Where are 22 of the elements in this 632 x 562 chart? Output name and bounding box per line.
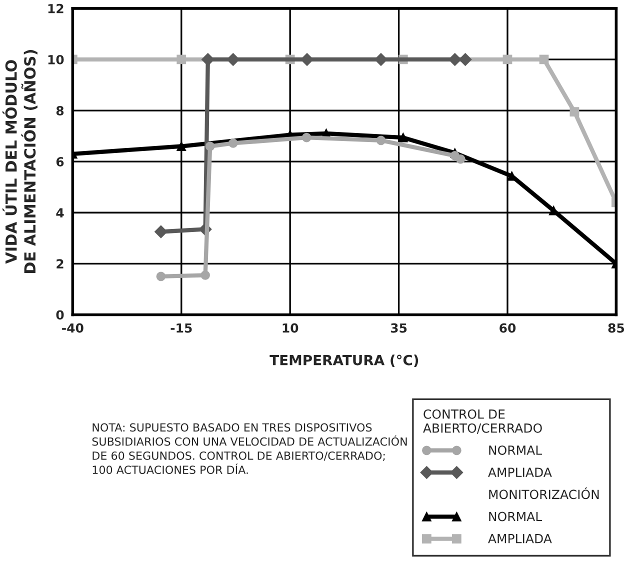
x-tick-label: -40 [62, 323, 84, 333]
y-tick-label: 4 [56, 208, 64, 218]
legend-label: NORMAL [489, 445, 542, 455]
y-tick-label: 2 [56, 259, 64, 268]
x-axis-title: TEMPERATURA (°C) [270, 354, 418, 367]
text: NOTA: SUPUESTO BASADO EN TRES DISPOSITIVOS SUBSIDIARIOS CON UNA VELOCIDAD DE ACTUALIZACIÓN DE 60 SEGUNDOS. CONTROL DE ABIERTO/CERRADO; 100 ACTUACIONES POR DÍA. [92, 423, 407, 474]
text: MONITORIZACIÓN [489, 487, 599, 500]
y-tick-label: 0 [56, 310, 64, 320]
y-tick-label: 12 [48, 4, 64, 14]
x-tick-label: 60 [500, 323, 516, 333]
y-tick-label: 6 [56, 157, 64, 166]
x-tick-label: 85 [608, 323, 624, 333]
x-tick-label: -15 [170, 323, 192, 333]
legend-label: AMPLIADA [488, 534, 552, 544]
y-tick-label: 8 [56, 106, 64, 116]
legend-label: NORMAL [489, 512, 542, 522]
x-tick-label: 10 [282, 323, 298, 333]
legend-label: AMPLIADA [488, 468, 552, 477]
x-tick-label: 35 [390, 323, 407, 333]
y-tick-label: 10 [48, 54, 64, 64]
y-axis-title: VIDA ÚTIL DEL MÓDULO DE ALIMENTACIÓN (AÑOS) [2, 50, 38, 274]
legend-title: CONTROL DE ABIERTO/CERRADO [423, 409, 542, 434]
